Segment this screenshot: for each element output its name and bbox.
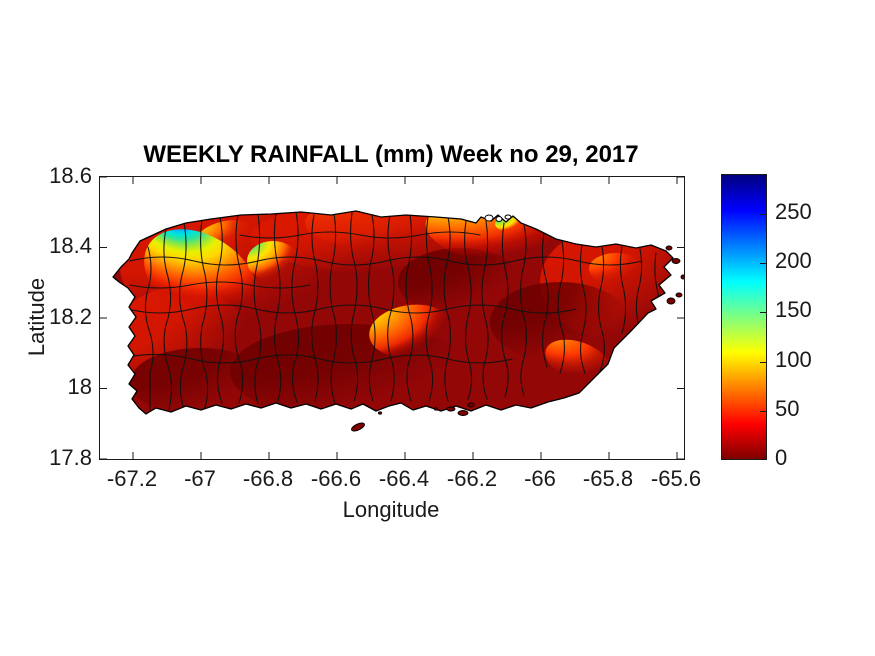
x-tick-label: -66 <box>524 466 556 491</box>
colorbar-tick-label: 0 <box>775 445 788 470</box>
offshore-islets <box>351 245 684 432</box>
x-tick-label: -65.8 <box>582 466 634 491</box>
colorbar-tick-label: 150 <box>775 297 812 322</box>
x-tick-label: -65.6 <box>650 466 702 491</box>
x-axis-label: Longitude <box>342 497 440 522</box>
colorbar-tick-mark <box>760 362 766 363</box>
colorbar-tick-label: 50 <box>775 396 800 421</box>
colorbar <box>721 174 767 460</box>
plot-area <box>99 176 685 460</box>
x-tick-label: -66.8 <box>242 466 294 491</box>
rain-hotspot-maximum <box>144 229 258 327</box>
colorbar-tick-label: 250 <box>775 199 812 224</box>
rainfall-map <box>100 177 684 459</box>
municipality-boundaries <box>127 211 660 414</box>
x-tick-label: -66.4 <box>378 466 430 491</box>
y-tick-label: 17.8 <box>49 445 92 470</box>
colorbar-tick-mark <box>760 263 766 264</box>
rain-hotspot-east <box>589 253 643 285</box>
rain-hotspot-cyan-small <box>247 241 299 281</box>
y-tick-label: 18 <box>67 374 92 399</box>
rain-hotspot-southeast <box>545 339 611 383</box>
y-axis-label: Latitude <box>24 277 49 357</box>
x-tick-label: -67.2 <box>106 466 158 491</box>
x-tick-label: -66.2 <box>446 466 498 491</box>
y-tick-label: 18.4 <box>49 233 92 258</box>
colorbar-tick-mark <box>760 411 766 412</box>
rain-hotspot-south-central <box>369 304 453 358</box>
axis-tick-marks <box>100 177 684 459</box>
x-tick-label: -67 <box>184 466 216 491</box>
chart-title: WEEKLY RAINFALL (mm) Week no 29, 2017 <box>143 141 639 168</box>
coastline <box>112 210 674 415</box>
y-tick-label: 18.6 <box>49 163 92 188</box>
colorbar-tick-label: 200 <box>775 248 812 273</box>
san-juan-bay-inlets <box>484 214 512 222</box>
colorbar-tick-mark <box>760 312 766 313</box>
colorbar-tick-mark <box>760 214 766 215</box>
colorbar-gradient <box>722 175 766 459</box>
colorbar-tick-label: 100 <box>775 347 812 372</box>
y-tick-label: 18.2 <box>49 304 92 329</box>
x-tick-label: -66.6 <box>310 466 362 491</box>
